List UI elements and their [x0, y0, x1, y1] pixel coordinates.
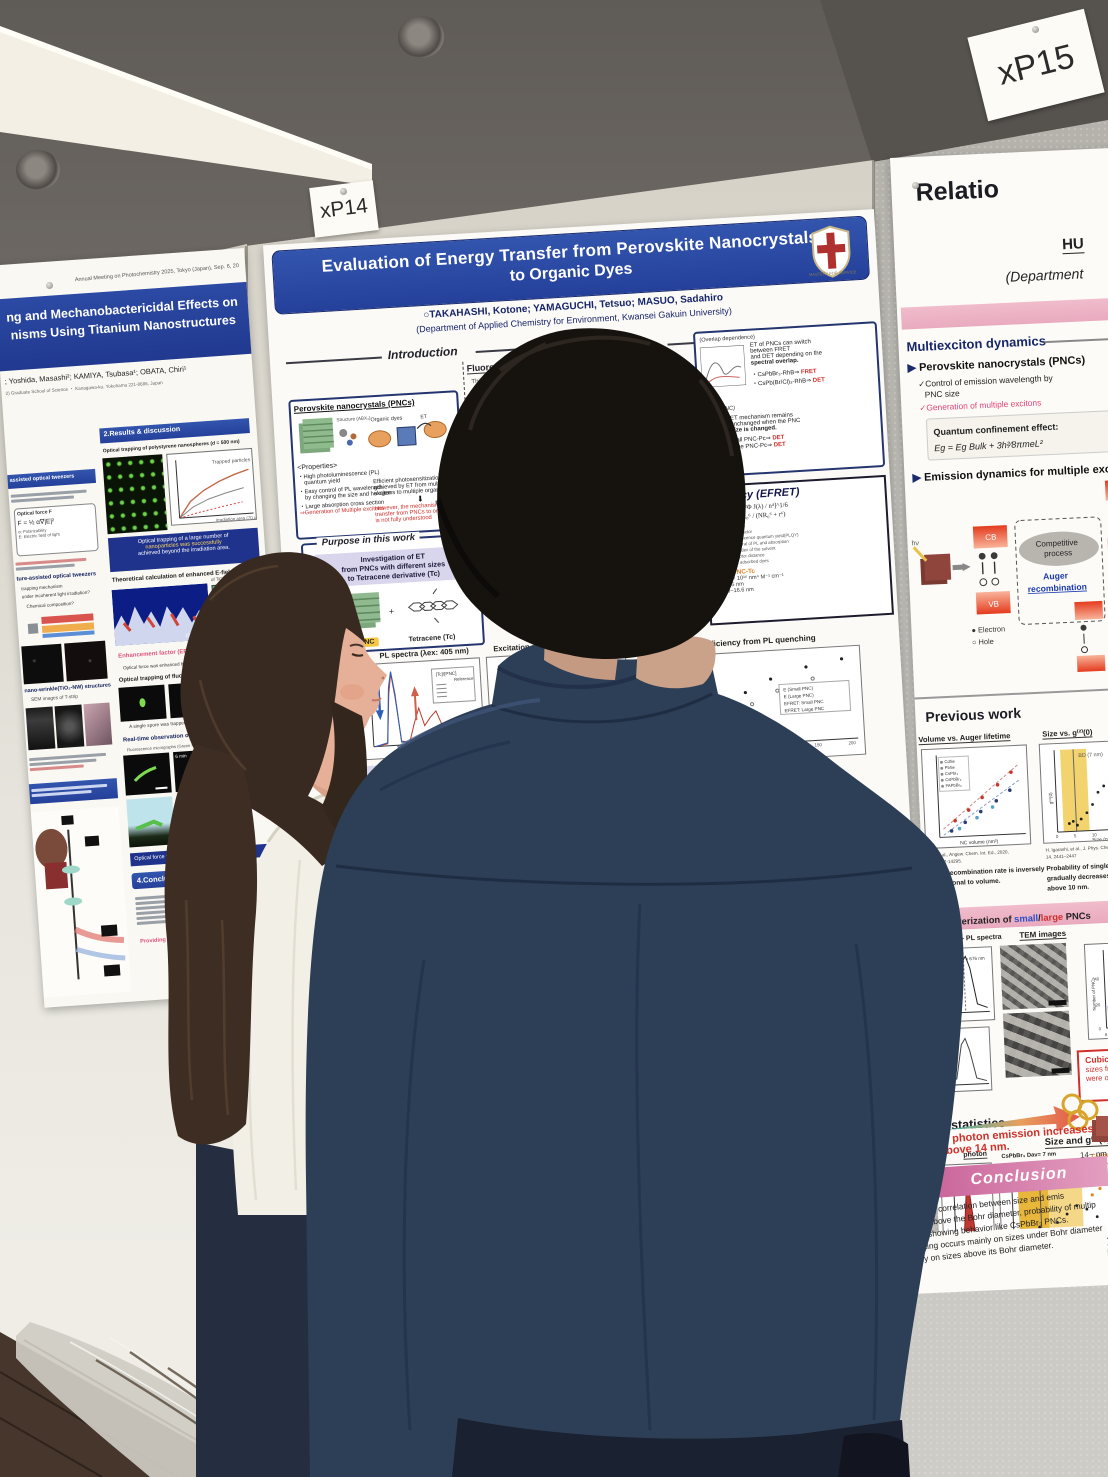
svg-text:irradiation area (70 μm²): irradiation area (70 μm²): [216, 514, 257, 522]
size-g2-chart: BD (7 nm) CsPbB 051015202 Size (nm) g⁽²⁾…: [1038, 738, 1108, 844]
shirt-folds: [379, 740, 879, 1431]
right-poster: Relatio HU (Department Multiexciton dyna…: [890, 147, 1108, 1257]
shoulder-highlight: [396, 698, 541, 750]
man-trousers: [452, 1418, 906, 1477]
svg-text:Structure (ABX₃): Structure (ABX₃): [336, 415, 371, 422]
svg-text:0: 0: [1099, 1026, 1102, 1031]
optical-setup-diagram: [30, 806, 132, 998]
svg-text:NC volume (nm³): NC volume (nm³): [960, 839, 999, 847]
lips: [371, 697, 382, 702]
svg-text:g⁽²⁾(0): g⁽²⁾(0): [1048, 792, 1054, 805]
svg-text:Number of PNCs: Number of PNCs: [1090, 977, 1097, 1011]
size-histogram: 02040812 Number of PNCs: [1083, 940, 1108, 1040]
push-pin: [46, 282, 53, 289]
svg-text:CsPbI₃: CsPbI₃: [945, 771, 959, 777]
left-poster: Annual Meeting on Photochemistry 2025, T…: [0, 248, 296, 1008]
svg-text:CdSe: CdSe: [944, 759, 955, 765]
svg-text:MASTERY FOR SERVICE: MASTERY FOR SERVICE: [809, 269, 857, 277]
svg-text:[Tc]/[PNC]: [Tc]/[PNC]: [436, 671, 457, 677]
svg-text:hν: hν: [911, 540, 919, 547]
dark-bag: [838, 1433, 910, 1477]
svg-text:40: 40: [1094, 976, 1100, 981]
svg-text:5: 5: [1074, 833, 1077, 838]
eyebrow: [349, 643, 364, 648]
push-pin: [912, 182, 919, 189]
cheek: [340, 684, 364, 700]
svg-text:recombination: recombination: [1027, 582, 1087, 595]
trapping-chart: Trapped particles 9.9×10⁵ irradiation ar…: [166, 447, 257, 526]
overlap-chart: [699, 345, 747, 388]
hair-strands: [184, 564, 279, 1116]
svg-text:CB: CB: [985, 533, 997, 542]
svg-text:● Electron: ● Electron: [971, 624, 1005, 635]
svg-text:EFRET: Large PNC: EFRET: Large PNC: [784, 706, 825, 713]
svg-text:E (Small PNC): E (Small PNC): [783, 686, 814, 693]
svg-text:CsPbBr₃: CsPbBr₃: [945, 776, 962, 782]
svg-text:○ Hole: ○ Hole: [972, 637, 994, 647]
push-pin: [1032, 26, 1039, 33]
woman-ponytail: [164, 744, 258, 1145]
previous-works-box: (Overlap dependence) ET of PNCs can swit…: [692, 321, 886, 478]
efield-simulation: 100 nm: [111, 583, 212, 646]
recessed-light: [398, 16, 444, 58]
svg-text:Competitive: Competitive: [1035, 538, 1078, 549]
svg-text:10: 10: [1092, 832, 1098, 837]
auger-diagram: hν CB VB ● Electron ○ Hole Competitive p…: [911, 479, 1108, 673]
pnc-diagram: Structure (ABX₃) Organic dyes ET: [298, 414, 447, 454]
size-arrow-graphic: [946, 1093, 1108, 1142]
svg-text:EFRET: Small PNC: EFRET: Small PNC: [784, 699, 824, 706]
shirt-yoke-seam: [335, 864, 913, 886]
svg-text:20: 20: [1096, 1002, 1102, 1007]
man-hair-highlight: [468, 335, 734, 457]
svg-text:150: 150: [814, 742, 822, 747]
center-title-band: Evaluation of Energy Transfer from Perov…: [271, 215, 871, 315]
eye: [351, 652, 364, 657]
nostril: [381, 676, 385, 680]
svg-text:Reference: Reference: [454, 676, 474, 682]
svg-text:= 676 nm: = 676 nm: [965, 956, 985, 962]
svg-text:Auger: Auger: [1043, 570, 1069, 581]
illustration-tile: [126, 796, 176, 848]
svg-text:E (Large PNC): E (Large PNC): [784, 692, 815, 699]
svg-text:Trapped particles 9.9×10⁵: Trapped particles 9.9×10⁵: [212, 456, 257, 466]
svg-text:Organic dyes: Organic dyes: [370, 415, 402, 423]
timelapse-frame: [123, 752, 172, 796]
svg-text:+: +: [389, 606, 395, 616]
man-hair: [437, 328, 746, 660]
svg-text:FAPbBr₃: FAPbBr₃: [945, 782, 962, 788]
svg-text:ET: ET: [420, 414, 427, 420]
svg-text:process: process: [1044, 548, 1072, 558]
svg-text:Size (nm): Size (nm): [1092, 837, 1108, 844]
man-shirt: [305, 642, 964, 1477]
composition-sketch: [27, 613, 95, 638]
svg-text:PbSe: PbSe: [945, 765, 956, 770]
svg-text:200: 200: [848, 740, 856, 745]
collar-base: [491, 692, 713, 724]
svg-text:0: 0: [1056, 834, 1059, 839]
svg-text:8: 8: [1105, 1032, 1108, 1037]
pnc-box: Perovskite nanocrystals (PNCs) Structure…: [288, 390, 467, 540]
push-pin: [340, 188, 347, 195]
university-crest: MASTERY FOR SERVICE: [809, 225, 857, 278]
svg-text:BD (7 nm): BD (7 nm): [1078, 752, 1103, 759]
recessed-light: [16, 150, 60, 190]
svg-text:VB: VB: [988, 600, 999, 609]
